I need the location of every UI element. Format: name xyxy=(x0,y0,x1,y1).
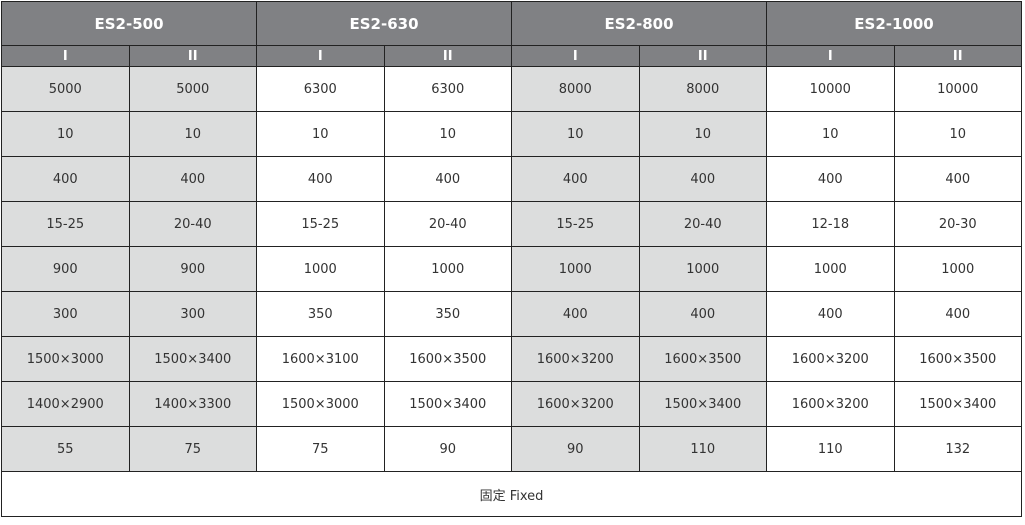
table-cell: 1000 xyxy=(766,246,895,292)
table-cell: 110 xyxy=(766,426,895,472)
table-cell: 20-40 xyxy=(638,201,767,247)
sub-header: II xyxy=(383,45,512,67)
table-cell: 350 xyxy=(256,291,385,337)
sub-header-row: I II I II I II I II xyxy=(1,45,1022,67)
table-cell: 10000 xyxy=(766,66,895,112)
table-cell: 1000 xyxy=(256,246,385,292)
table-row: 15-25 20-40 15-25 20-40 15-25 20-40 12-18 20-30 xyxy=(1,201,1022,247)
table-cell: 900 xyxy=(1,246,130,292)
table-cell: 300 xyxy=(1,291,130,337)
sub-header: II xyxy=(128,45,257,67)
spec-table: ES2-500 ES2-630 ES2-800 ES2-1000 I II I II I II I… xyxy=(1,1,1022,517)
table-cell: 6300 xyxy=(256,66,385,112)
table-cell: 20-30 xyxy=(893,201,1022,247)
table-cell: 90 xyxy=(511,426,640,472)
table-cell: 10 xyxy=(1,111,130,157)
table-cell: 15-25 xyxy=(1,201,130,247)
sub-header: I xyxy=(1,45,130,67)
table-cell: 1500×3000 xyxy=(256,381,385,427)
table-cell: 400 xyxy=(383,156,512,202)
table-cell: 400 xyxy=(893,291,1022,337)
table-cell: 5000 xyxy=(1,66,130,112)
table-cell: 55 xyxy=(1,426,130,472)
table-cell: 15-25 xyxy=(511,201,640,247)
table-cell: 10 xyxy=(256,111,385,157)
table-cell: 1600×3200 xyxy=(766,381,895,427)
table-cell: 400 xyxy=(766,291,895,337)
table-row: 900 900 1000 1000 1000 1000 1000 1000 xyxy=(1,246,1022,292)
table-cell: 400 xyxy=(766,156,895,202)
table-cell: 400 xyxy=(511,291,640,337)
sub-header: I xyxy=(256,45,385,67)
model-header: ES2-1000 xyxy=(766,1,1022,46)
table-cell: 15-25 xyxy=(256,201,385,247)
table-cell: 1500×3000 xyxy=(1,336,130,382)
table-cell: 300 xyxy=(128,291,257,337)
sub-header: II xyxy=(893,45,1022,67)
table-cell: 1600×3500 xyxy=(638,336,767,382)
model-header: ES2-630 xyxy=(256,1,512,46)
sub-header: I xyxy=(511,45,640,67)
table-cell: 1000 xyxy=(383,246,512,292)
model-header: ES2-800 xyxy=(511,1,767,46)
table-cell: 350 xyxy=(383,291,512,337)
table-cell: 10 xyxy=(128,111,257,157)
table-cell: 10 xyxy=(383,111,512,157)
table-row: 55 75 75 90 90 110 110 132 xyxy=(1,426,1022,472)
footer-cell: 固定 Fixed xyxy=(1,471,1022,517)
table-cell: 90 xyxy=(383,426,512,472)
table-cell: 900 xyxy=(128,246,257,292)
table-cell: 10 xyxy=(638,111,767,157)
table-row: 400 400 400 400 400 400 400 400 xyxy=(1,156,1022,202)
table-row: 1500×3000 1500×3400 1600×3100 1600×3500 1600… xyxy=(1,336,1022,382)
table-cell: 10 xyxy=(511,111,640,157)
table-cell: 132 xyxy=(893,426,1022,472)
table-cell: 8000 xyxy=(511,66,640,112)
table-cell: 1600×3500 xyxy=(893,336,1022,382)
table-cell: 12-18 xyxy=(766,201,895,247)
table-cell: 1400×2900 xyxy=(1,381,130,427)
table-cell: 400 xyxy=(256,156,385,202)
table-cell: 1400×3300 xyxy=(128,381,257,427)
table-cell: 6300 xyxy=(383,66,512,112)
table-cell: 400 xyxy=(638,156,767,202)
table-cell: 20-40 xyxy=(128,201,257,247)
table-cell: 1600×3200 xyxy=(511,381,640,427)
table-cell: 1600×3100 xyxy=(256,336,385,382)
table-cell: 10000 xyxy=(893,66,1022,112)
table-cell: 1500×3400 xyxy=(128,336,257,382)
table-cell: 400 xyxy=(511,156,640,202)
table-cell: 5000 xyxy=(128,66,257,112)
table-row: 5000 5000 6300 6300 8000 8000 10000 10000 xyxy=(1,66,1022,112)
table-cell: 1000 xyxy=(638,246,767,292)
table-cell: 75 xyxy=(256,426,385,472)
footer-row: 固定 Fixed xyxy=(1,471,1022,517)
table-row: 300 300 350 350 400 400 400 400 xyxy=(1,291,1022,337)
table-cell: 1600×3200 xyxy=(511,336,640,382)
table-cell: 1600×3500 xyxy=(383,336,512,382)
table-cell: 1600×3200 xyxy=(766,336,895,382)
model-header: ES2-500 xyxy=(1,1,257,46)
table-cell: 400 xyxy=(128,156,257,202)
table-cell: 75 xyxy=(128,426,257,472)
sub-header: I xyxy=(766,45,895,67)
table-cell: 1500×3400 xyxy=(638,381,767,427)
table-cell: 400 xyxy=(638,291,767,337)
table-cell: 10 xyxy=(893,111,1022,157)
table-cell: 1000 xyxy=(893,246,1022,292)
table-cell: 8000 xyxy=(638,66,767,112)
table-cell: 1500×3400 xyxy=(383,381,512,427)
table-row: 1400×2900 1400×3300 1500×3000 1500×3400 1600… xyxy=(1,381,1022,427)
table-cell: 1000 xyxy=(511,246,640,292)
table-row: 10 10 10 10 10 10 10 10 xyxy=(1,111,1022,157)
table-cell: 400 xyxy=(1,156,130,202)
sub-header: II xyxy=(638,45,767,67)
model-header-row: ES2-500 ES2-630 ES2-800 ES2-1000 xyxy=(1,1,1022,46)
table-cell: 400 xyxy=(893,156,1022,202)
table-cell: 20-40 xyxy=(383,201,512,247)
table-cell: 10 xyxy=(766,111,895,157)
table-cell: 110 xyxy=(638,426,767,472)
table-cell: 1500×3400 xyxy=(893,381,1022,427)
